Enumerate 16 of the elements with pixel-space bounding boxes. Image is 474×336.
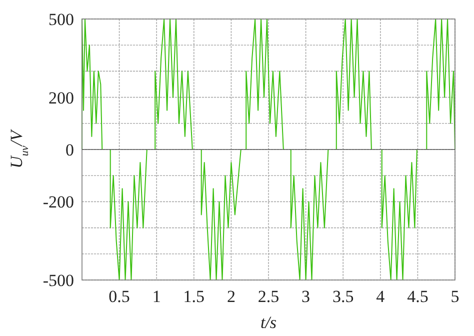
- x-axis-title: t/s: [260, 313, 277, 332]
- x-tick-label: 3: [302, 287, 310, 306]
- x-tick-label: 5: [450, 287, 460, 306]
- x-tick-label: 4: [376, 287, 386, 306]
- x-tick-label: 4.5: [407, 287, 428, 306]
- x-tick-label: 3.5: [332, 287, 354, 306]
- y-tick-label: -500: [42, 270, 74, 290]
- y-tick-label: 0: [66, 140, 74, 160]
- x-tick-label: 1.5: [183, 287, 205, 306]
- x-tick-label: 2.5: [258, 287, 280, 306]
- y-tick-label: 500: [48, 10, 74, 29]
- y-tick-label: -200: [42, 192, 74, 212]
- x-tick-label: 1: [152, 287, 161, 306]
- x-tick-label: 2: [226, 287, 236, 306]
- y-tick-label: 200: [48, 88, 74, 108]
- x-tick-label: 0.5: [108, 287, 130, 306]
